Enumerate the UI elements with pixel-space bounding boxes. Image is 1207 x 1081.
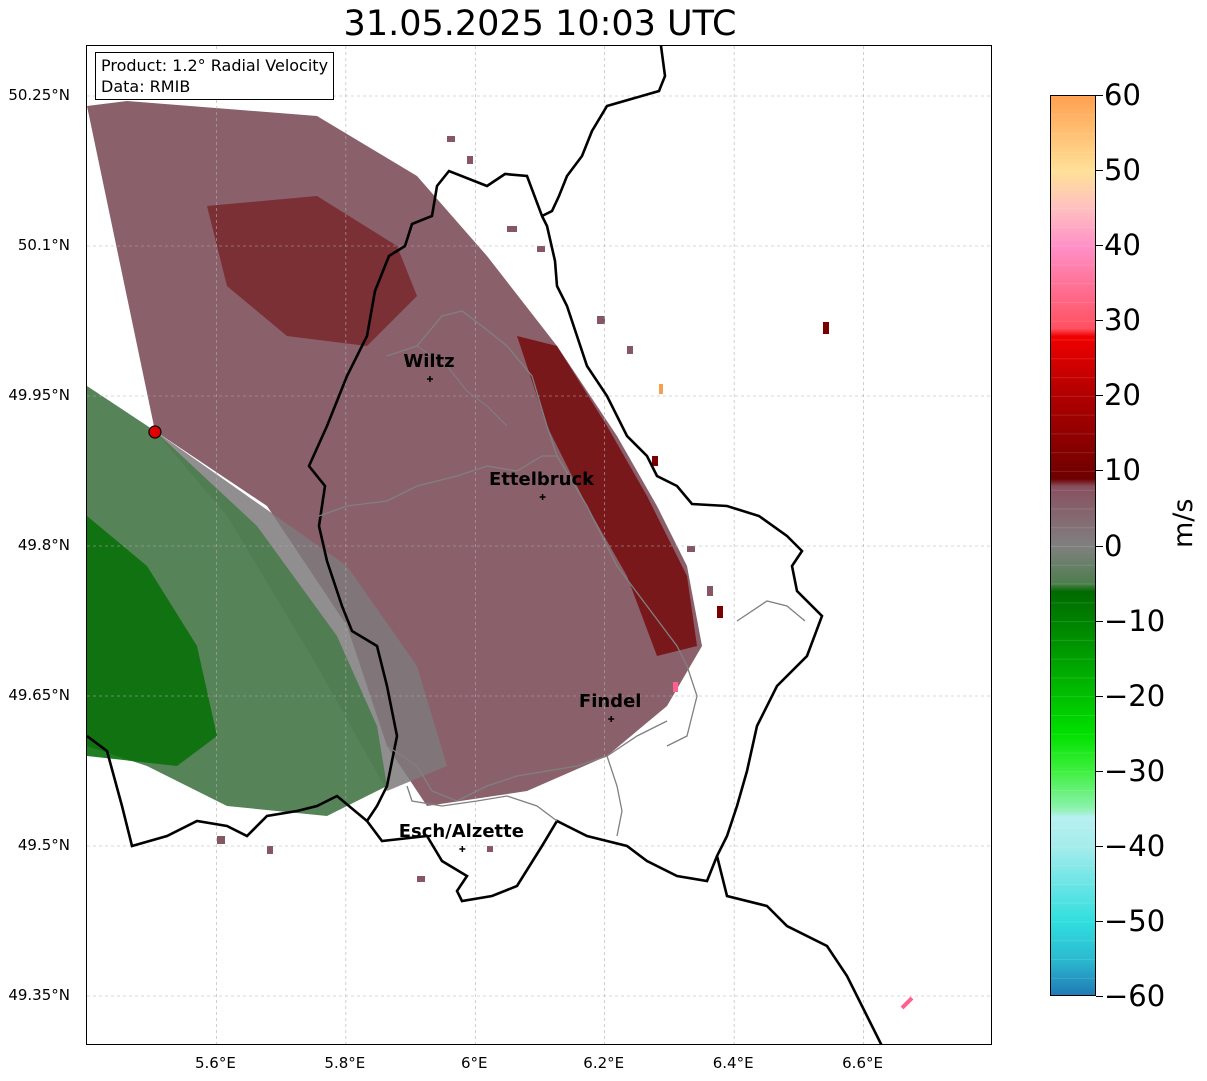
x-tick-label: 5.6°E	[195, 1054, 236, 1072]
x-tick-label: 6.6°E	[842, 1054, 883, 1072]
colorbar-tick-mark	[1096, 95, 1103, 96]
colorbar-tick-label: −20	[1104, 678, 1166, 713]
colorbar-tick-label: −40	[1104, 828, 1166, 863]
colorbar-tick-mark	[1096, 245, 1103, 247]
colorbar-tick-mark	[1096, 320, 1103, 322]
radar-map-canvas	[87, 46, 991, 1044]
colorbar-tick-label: −10	[1104, 603, 1166, 638]
echo-speckles	[217, 136, 713, 882]
country-border-west	[87, 734, 368, 848]
radar-echo-layer	[87, 101, 914, 1010]
colorbar-tick-label: 40	[1104, 228, 1141, 263]
y-tick-label: 49.65°N	[8, 686, 70, 704]
colorbar-tick-mark	[1096, 845, 1103, 847]
colorbar-tick-mark	[1096, 470, 1103, 472]
colorbar-tick-label: −60	[1104, 979, 1166, 1013]
x-tick-label: 6°E	[461, 1054, 488, 1072]
colorbar-tick-mark	[1096, 620, 1103, 622]
city-marker	[539, 494, 546, 500]
echo-speckles-red	[652, 322, 829, 618]
colorbar-tick-mark	[1096, 770, 1103, 772]
radar-map[interactable]	[86, 45, 992, 1045]
city-label-ettelbruck: Ettelbruck	[489, 469, 595, 490]
isolated-echo	[659, 384, 663, 394]
colorbar-tick-label: −50	[1104, 903, 1166, 938]
map-grid	[87, 46, 991, 1044]
colorbar-tick-label: 60	[1104, 78, 1141, 112]
x-tick-label: 5.8°E	[324, 1054, 366, 1072]
district-boundaries	[318, 310, 806, 837]
x-tick-label: 6.2°E	[583, 1054, 625, 1072]
y-tick-label: 50.1°N	[17, 236, 70, 254]
country-border	[307, 46, 824, 903]
y-tick-label: 49.8°N	[17, 536, 70, 554]
city-marker	[608, 716, 615, 722]
product-info-box: Product: 1.2° Radial Velocity Data: RMIB	[95, 52, 335, 100]
colorbar	[1050, 95, 1096, 996]
x-tick-label: 6.4°E	[712, 1054, 754, 1072]
colorbar-tick-label: 50	[1104, 153, 1141, 188]
inbound-strong-area	[87, 516, 217, 766]
colorbar-tick-mark	[1096, 996, 1103, 997]
colorbar-tick-mark	[1096, 545, 1103, 547]
y-tick-label: 50.25°N	[8, 86, 70, 104]
radar-site-marker[interactable]	[148, 425, 162, 439]
colorbar-tick-mark	[1096, 920, 1103, 922]
isolated-echo	[673, 682, 678, 692]
city-markers	[426, 376, 615, 852]
colorbar-unit-label: m/s	[1168, 498, 1199, 548]
isolated-echo	[900, 996, 914, 1010]
colorbar-tick-mark	[1096, 695, 1103, 697]
colorbar-tick-mark	[1096, 170, 1103, 172]
colorbar-tick-label: 10	[1104, 453, 1141, 488]
city-label-wiltz: Wiltz	[403, 351, 455, 372]
city-marker	[459, 846, 466, 852]
outbound-strong-east	[517, 336, 697, 656]
city-label-findel: Findel	[578, 691, 642, 712]
city-label-esch-alzette: Esch/Alzette	[398, 821, 524, 842]
river-line	[416, 345, 508, 427]
colorbar-tick-label: −30	[1104, 753, 1166, 788]
y-tick-label: 49.5°N	[17, 836, 70, 854]
colorbar-tick-mark	[1096, 395, 1103, 397]
colorbar-fill	[1051, 96, 1095, 995]
product-label: Product: 1.2° Radial Velocity	[101, 56, 329, 75]
chart-title: 31.05.2025 10:03 UTC	[343, 4, 737, 44]
outbound-core-area	[207, 196, 417, 346]
colorbar-tick-label: 0	[1104, 528, 1123, 563]
colorbar-tick-label: 20	[1104, 378, 1141, 413]
city-marker	[426, 376, 433, 382]
colorbar-tick-label: 30	[1104, 303, 1141, 338]
y-tick-label: 49.95°N	[8, 386, 70, 404]
y-tick-label: 49.35°N	[8, 986, 70, 1004]
country-border-east	[715, 855, 883, 1044]
data-source-label: Data: RMIB	[101, 77, 191, 96]
colorbar-gradient	[1051, 96, 1095, 995]
